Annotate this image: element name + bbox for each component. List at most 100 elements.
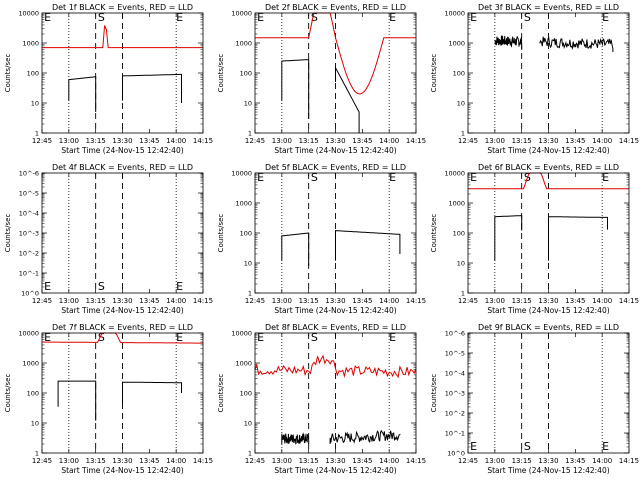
marker-s: S — [311, 171, 318, 184]
panel-title: Det 5f BLACK = Events, RED = LLD — [265, 163, 406, 172]
plot-frame — [254, 172, 417, 294]
marker-e: E — [602, 440, 609, 453]
series-lld-line — [255, 12, 416, 95]
x-tick-label: 13:30 — [112, 297, 132, 305]
y-axis-label: Counts/sec — [217, 374, 225, 413]
marker-s: S — [524, 11, 531, 24]
y-tick-label: 1000 — [448, 200, 465, 208]
x-tick-label: 13:00 — [272, 457, 292, 465]
series-lld-line — [468, 172, 629, 190]
y-tick-label: 10^-1 — [445, 430, 465, 438]
panel-title: Det 7f BLACK = Events, RED = LLD — [52, 323, 193, 332]
marker-e: E — [176, 280, 183, 293]
x-tick-label: 12:45 — [245, 457, 265, 465]
y-tick-label: 10 — [31, 420, 39, 428]
marker-e: E — [602, 171, 609, 184]
x-tick-label: 14:00 — [166, 137, 186, 145]
x-tick-label: 14:00 — [592, 457, 612, 465]
x-tick-label: 14:15 — [193, 457, 213, 465]
y-tick-label: 1000 — [22, 40, 39, 48]
series-events-line — [335, 65, 360, 133]
marker-s: S — [311, 11, 318, 24]
y-tick-label: 1 — [248, 450, 252, 458]
plot-frame — [467, 332, 630, 454]
x-tick-label: 13:00 — [485, 297, 505, 305]
panel-det-9f: Det 9f BLACK = Events, RED = LLD Counts/s… — [430, 323, 639, 475]
y-axis-label: Counts/sec — [430, 214, 438, 253]
series-events-line — [539, 36, 614, 52]
series-events-line — [335, 230, 401, 261]
panel-det-2f: Det 2f BLACK = Events, RED = LLD Counts/s… — [217, 3, 426, 155]
y-tick-label: 10000 — [18, 330, 39, 338]
y-tick-label: 1 — [461, 130, 465, 138]
panel-det-6f: Det 6f BLACK = Events, RED = LLD Counts/s… — [430, 163, 639, 315]
marker-e: E — [470, 440, 477, 453]
panel-title: Det 4f BLACK = Events, RED = LLD — [52, 163, 193, 172]
marker-s: S — [98, 280, 105, 293]
x-axis-label: Start Time (24-Nov-15 12:42:40) — [61, 466, 183, 475]
x-tick-label: 13:15 — [86, 137, 106, 145]
marker-e: E — [176, 331, 183, 344]
y-axis-label: Counts/sec — [4, 214, 12, 253]
y-tick-label: 10^0 — [21, 290, 39, 298]
plot-frame — [41, 172, 204, 294]
y-tick-label: 10000 — [231, 170, 252, 178]
x-tick-label: 13:15 — [512, 297, 532, 305]
y-tick-label: 1 — [461, 290, 465, 298]
x-tick-label: 13:15 — [299, 457, 319, 465]
x-tick-label: 13:45 — [139, 137, 159, 145]
panel-det-5f: Det 5f BLACK = Events, RED = LLD Counts/s… — [217, 163, 426, 315]
series-events-line — [494, 34, 523, 50]
x-tick-label: 14:15 — [406, 297, 426, 305]
y-axis-label: Counts/sec — [4, 54, 12, 93]
y-axis-label: Counts/sec — [217, 214, 225, 253]
x-axis-label: Start Time (24-Nov-15 12:42:40) — [274, 306, 396, 315]
x-tick-label: 13:00 — [485, 137, 505, 145]
marker-e: E — [470, 171, 477, 184]
y-tick-label: 10^-1 — [19, 270, 39, 278]
x-axis-label: Start Time (24-Nov-15 12:42:40) — [61, 146, 183, 155]
x-tick-label: 13:30 — [325, 137, 345, 145]
x-tick-label: 13:30 — [112, 137, 132, 145]
marker-e: E — [176, 11, 183, 24]
marker-e: E — [602, 11, 609, 24]
marker-e: E — [257, 171, 264, 184]
x-axis-label: Start Time (24-Nov-15 12:42:40) — [487, 146, 609, 155]
x-tick-label: 12:45 — [458, 297, 478, 305]
x-tick-label: 12:45 — [458, 137, 478, 145]
x-tick-label: 13:00 — [272, 137, 292, 145]
series-events-line — [329, 429, 401, 444]
marker-e: E — [44, 280, 51, 293]
y-tick-label: 10^-5 — [445, 350, 465, 358]
y-tick-label: 10^0 — [447, 450, 465, 458]
y-tick-label: 10 — [244, 420, 252, 428]
marker-s: S — [98, 11, 105, 24]
y-tick-label: 1 — [35, 130, 39, 138]
y-tick-label: 1000 — [235, 360, 252, 368]
x-tick-label: 13:00 — [272, 297, 292, 305]
series-events-line — [122, 73, 182, 103]
marker-e: E — [470, 11, 477, 24]
x-tick-label: 13:00 — [59, 137, 79, 145]
y-tick-label: 10 — [457, 260, 465, 268]
y-axis-label: Counts/sec — [217, 54, 225, 93]
y-tick-label: 10000 — [231, 10, 252, 18]
x-tick-label: 13:45 — [139, 297, 159, 305]
y-tick-label: 1000 — [235, 200, 252, 208]
plot-frame — [41, 332, 204, 454]
x-tick-label: 13:15 — [512, 137, 532, 145]
y-tick-label: 1 — [248, 290, 252, 298]
x-tick-label: 13:15 — [86, 457, 106, 465]
plot-frame — [254, 332, 417, 454]
plot-frame — [467, 172, 630, 294]
x-axis-label: Start Time (24-Nov-15 12:42:40) — [274, 146, 396, 155]
series-events-line — [68, 76, 97, 112]
x-tick-label: 14:00 — [592, 137, 612, 145]
panel-title: Det 6f BLACK = Events, RED = LLD — [478, 163, 619, 172]
marker-s: S — [311, 331, 318, 344]
y-tick-label: 10 — [457, 100, 465, 108]
y-axis-label: Counts/sec — [430, 54, 438, 93]
marker-e: E — [389, 11, 396, 24]
y-tick-label: 10 — [31, 100, 39, 108]
